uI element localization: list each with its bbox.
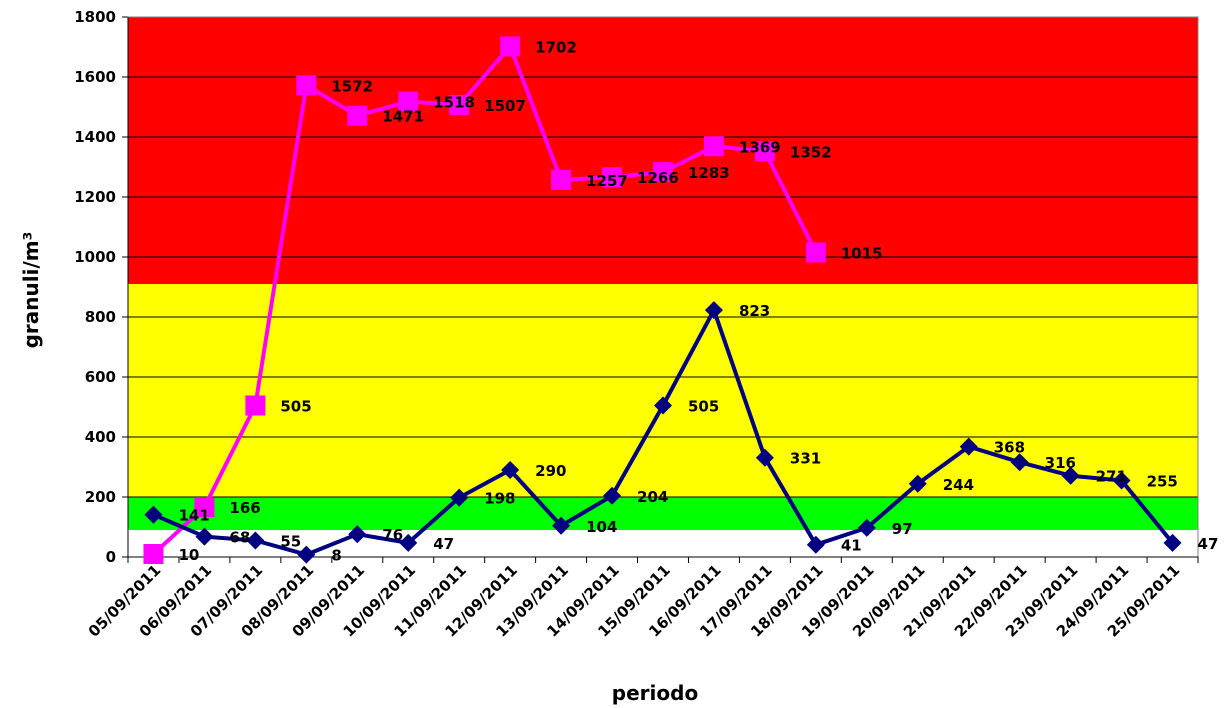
- series-0-label-3: 1572: [331, 77, 373, 95]
- series-1-point-3: [297, 545, 316, 564]
- series-0-label-2: 505: [280, 398, 311, 416]
- y-tick-label-200: 200: [85, 488, 116, 506]
- series-0-point-8: [551, 169, 572, 190]
- series-1-label-17: 316: [1045, 454, 1076, 472]
- series-1-point-2: [246, 531, 265, 550]
- series-1-label-0: 141: [178, 507, 209, 525]
- series-1-point-9: [603, 486, 622, 505]
- series-1-label-5: 47: [433, 535, 454, 553]
- band-1: [128, 497, 1198, 530]
- series-1-point-13: [806, 535, 825, 554]
- series-1-label-7: 290: [535, 462, 566, 480]
- series-1-point-18: [1061, 466, 1080, 485]
- x-tick-labels: 05/09/201106/09/201107/09/201108/09/2011…: [85, 561, 1184, 641]
- series-1-point-5: [399, 533, 418, 552]
- y-tick-label-1800: 1800: [74, 8, 116, 26]
- y-tick-label-1200: 1200: [74, 188, 116, 206]
- series-1-label-15: 244: [943, 476, 974, 494]
- series-1-point-19: [1112, 471, 1131, 490]
- series-0-point-7: [500, 36, 521, 57]
- concentration-bands: [128, 17, 1198, 557]
- series-1-point-12: [755, 448, 774, 467]
- series-0-label-11: 1369: [739, 138, 781, 156]
- y-axis-title: granuli/m³: [19, 232, 43, 349]
- series-0-point-0: [143, 544, 164, 564]
- series-0-point-10: [653, 162, 673, 183]
- series-1-point-17: [1010, 453, 1029, 472]
- band-3: [128, 17, 1198, 284]
- series-1-label-13: 41: [841, 537, 862, 555]
- y-tick-label-400: 400: [85, 428, 116, 446]
- series-1-label-14: 97: [892, 520, 913, 538]
- series-0-point-5: [398, 91, 419, 112]
- series-1-label-12: 331: [790, 450, 821, 468]
- data-labels: 10 166 505 1572 1471 1518 1507 1702 1257 1266 1283…: [178, 38, 1218, 564]
- series-1-point-10: [654, 396, 672, 415]
- series-1-label-6: 198: [484, 490, 515, 508]
- data-series: [143, 36, 1182, 564]
- series-0-label-0: 10: [178, 546, 199, 564]
- series-1-point-15: [908, 474, 927, 493]
- y-tick-label-800: 800: [85, 308, 116, 326]
- series-1-point-8: [552, 516, 571, 535]
- series-0-label-7: 1702: [535, 38, 577, 56]
- series-0-label-1: 166: [229, 499, 260, 517]
- series-1-point-4: [348, 525, 367, 544]
- series-0-point-12: [754, 141, 775, 162]
- y-tick-label-0: 0: [106, 548, 116, 566]
- series-1-label-2: 55: [280, 533, 301, 551]
- series-0-point-1: [194, 497, 215, 518]
- series-1-label-4: 76: [382, 526, 403, 544]
- series-1-point-20: [1163, 533, 1182, 552]
- y-tick-label-600: 600: [85, 368, 116, 386]
- series-0-label-10: 1283: [688, 164, 730, 182]
- series-0-point-2: [245, 395, 266, 416]
- series-0-label-9: 1266: [637, 169, 679, 187]
- series-0-point-9: [602, 167, 623, 188]
- series-1-label-1: 68: [229, 529, 250, 547]
- series-0-point-3: [296, 75, 317, 96]
- series-1-label-10: 505: [688, 398, 719, 416]
- series-1-label-20: 47: [1198, 535, 1219, 553]
- y-tick-labels: 0 200 400 600 800 1000 1200 1400 1600 1800: [74, 8, 116, 566]
- series-1-label-3: 8: [331, 547, 341, 565]
- series-1-label-16: 368: [994, 439, 1025, 457]
- series-1-label-18: 271: [1096, 468, 1127, 486]
- series-1-label-11: 823: [739, 302, 770, 320]
- series-1-label-19: 255: [1147, 473, 1178, 491]
- series-0-label-12: 1352: [790, 143, 832, 161]
- series-1-point-16: [959, 437, 978, 456]
- series-0-label-6: 1507: [484, 97, 526, 115]
- series-0-label-5: 1518: [433, 94, 475, 112]
- series-1-point-1: [195, 527, 214, 546]
- series-0-label-8: 1257: [586, 172, 628, 190]
- y-tick-label-1600: 1600: [74, 68, 116, 86]
- series-1-point-11: [704, 301, 723, 320]
- x-axis-title: periodo: [612, 681, 698, 705]
- series-0-point-13: [805, 242, 826, 263]
- series-0-point-6: [449, 94, 470, 115]
- series-1-label-9: 204: [637, 488, 668, 506]
- series-1-label-8: 104: [586, 518, 617, 536]
- series-1-point-14: [857, 518, 876, 537]
- series-1-point-7: [501, 461, 520, 479]
- series-1-point-0: [144, 505, 163, 524]
- y-tick-label-1000: 1000: [74, 248, 116, 266]
- y-tick-label-1400: 1400: [74, 128, 116, 146]
- series-0-label-4: 1471: [382, 108, 424, 126]
- series-0-point-4: [347, 105, 368, 126]
- series-1-point-6: [450, 488, 469, 507]
- series-0-point-11: [703, 136, 724, 157]
- series-0-label-13: 1015: [841, 245, 883, 263]
